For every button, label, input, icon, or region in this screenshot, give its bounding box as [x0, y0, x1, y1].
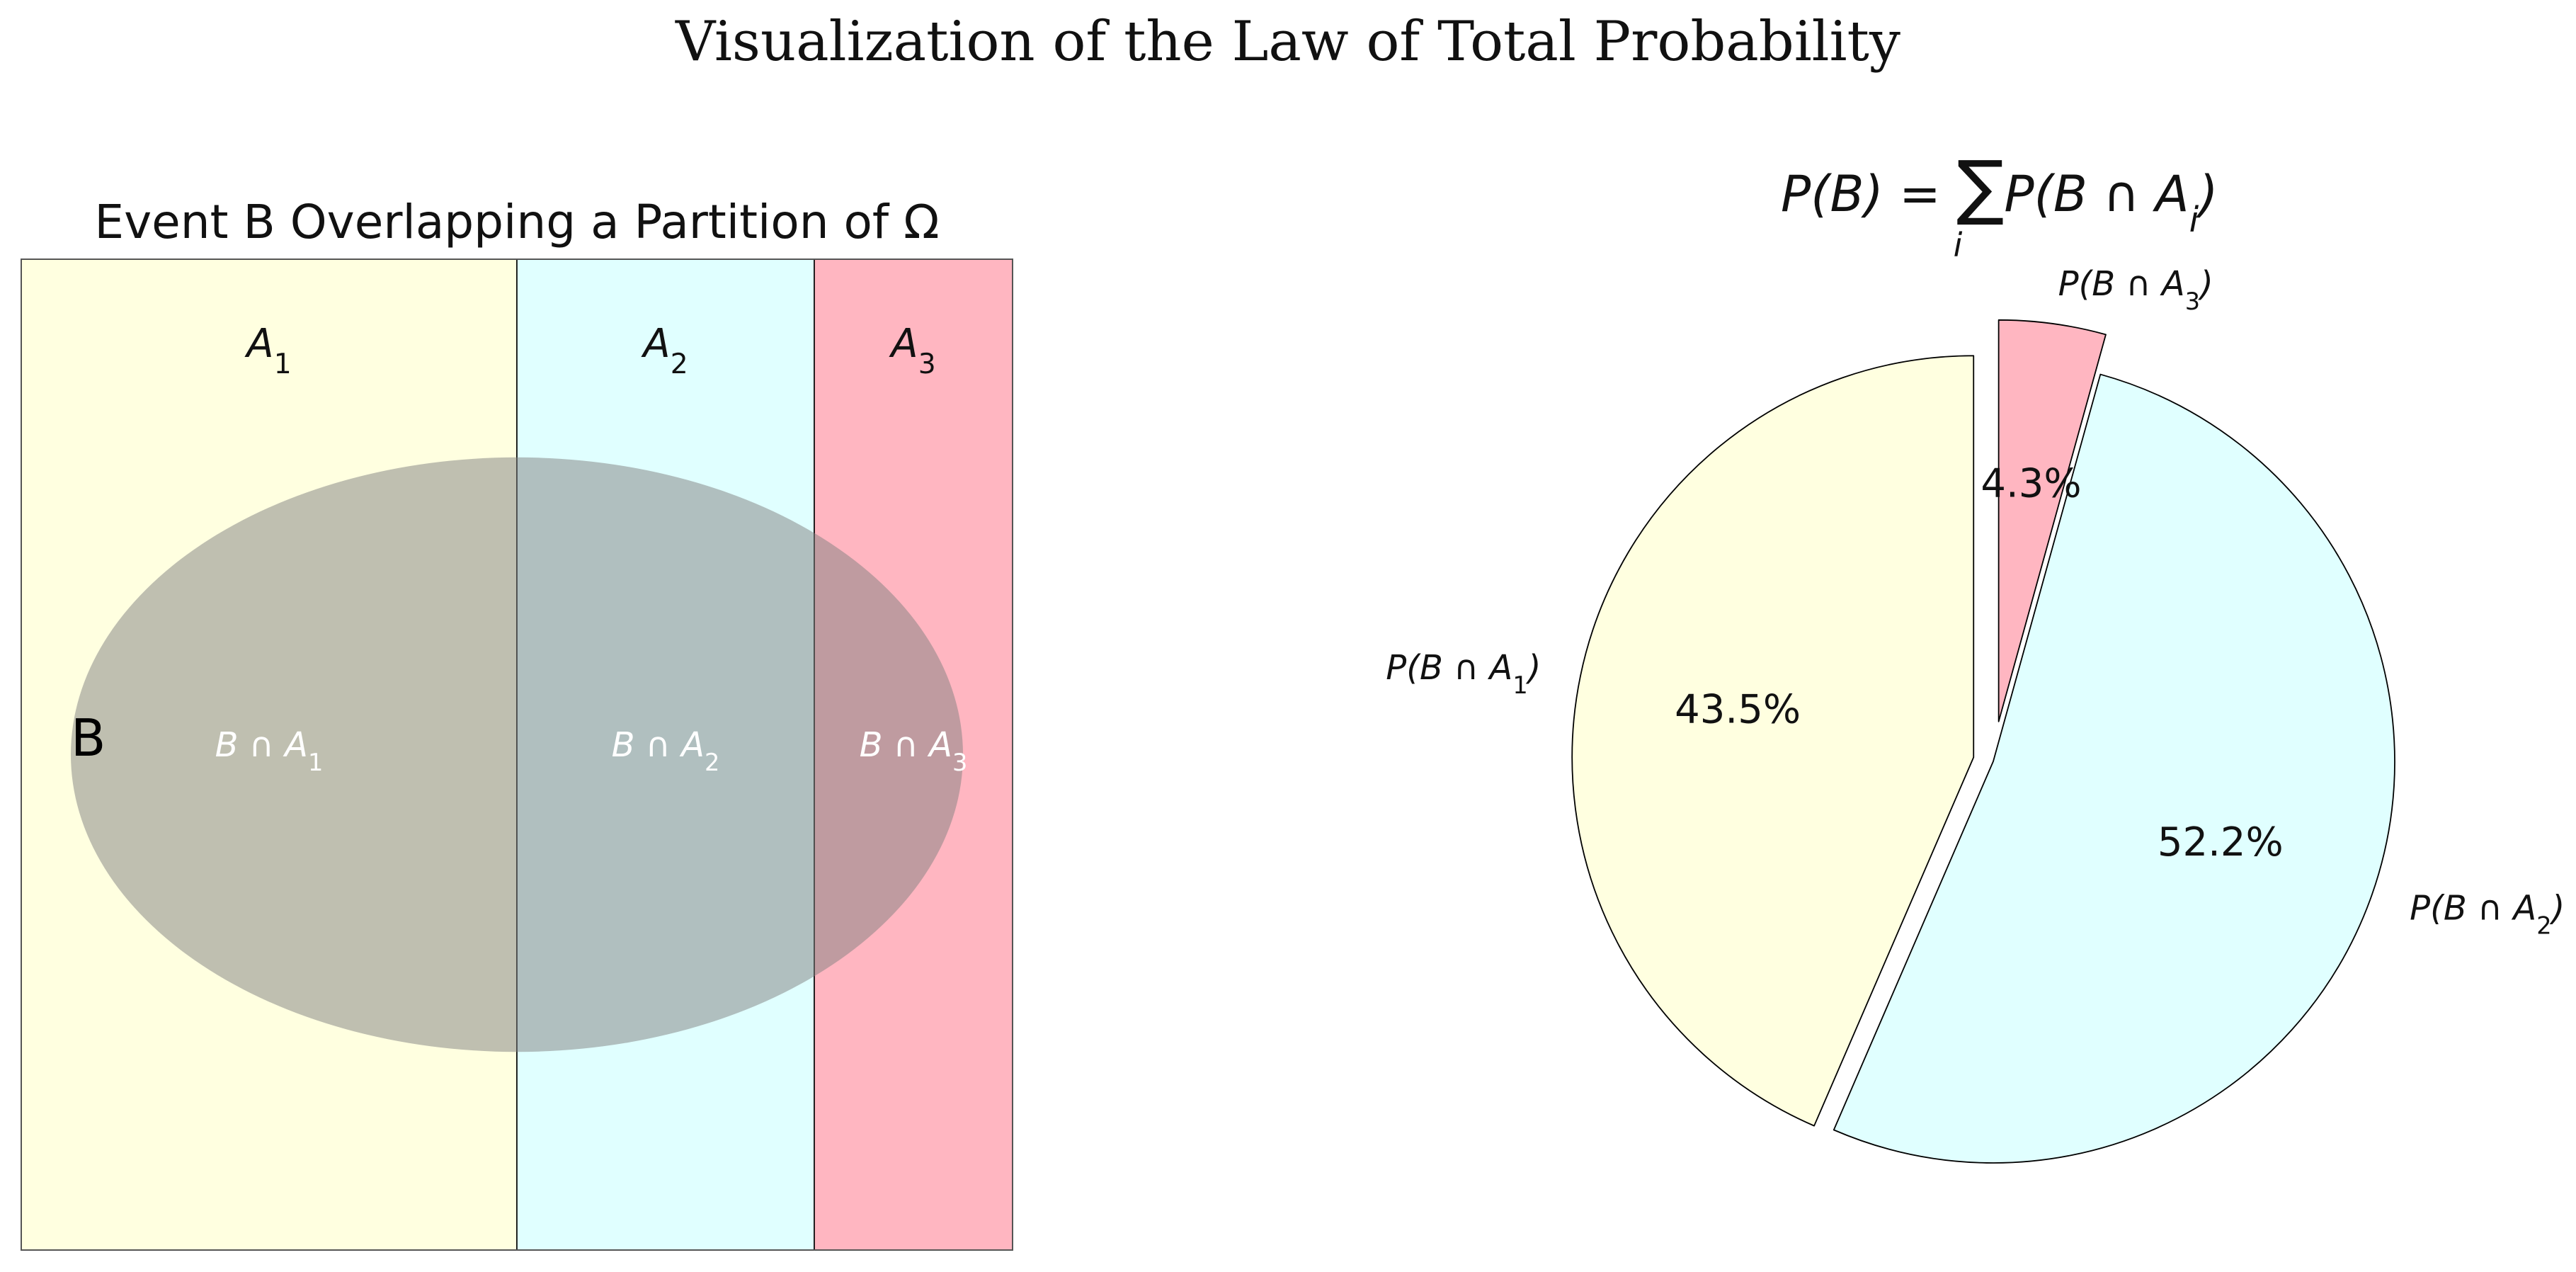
- pie-label-1: P(B ∩ A1): [1386, 648, 1541, 699]
- pie-title-formula: P(B) = ∑P(B ∩ Ai): [1781, 145, 2218, 240]
- pie-pct-label-2: 52.2%: [2158, 819, 2284, 865]
- pie-slice-2: [1833, 373, 2395, 1164]
- partition-label-a3: A3: [889, 321, 935, 380]
- partition-label-a1: A1: [244, 321, 291, 380]
- partition-diagram: Event B Overlapping a Partition of Ω A1 A2…: [21, 195, 1013, 1251]
- diagram-frame: [21, 259, 1013, 1251]
- event-b-ellipse: [71, 457, 963, 1052]
- intersection-label-a1: B ∩ A1: [215, 725, 324, 776]
- partition-label-a2: A2: [641, 321, 688, 380]
- pie-chart: 43.5% P(B ∩ A1) 52.2% P(B ∩ A2) 4.3% P(B ∩ A3…: [1386, 145, 2565, 1164]
- event-b-label: B: [71, 708, 106, 768]
- pie-pct-label-3: 4.3%: [1981, 461, 2081, 507]
- pie-slice-3: [1997, 319, 2107, 722]
- left-panel-title: Event B Overlapping a Partition of Ω: [94, 195, 939, 249]
- pie-label-2: P(B ∩ A2): [2410, 889, 2565, 940]
- pie-label-3: P(B ∩ A3): [2058, 264, 2213, 315]
- intersection-label-a3: B ∩ A3: [860, 725, 968, 776]
- figure-title: Visualization of the Law of Total Probab…: [676, 10, 1900, 74]
- pie-title-sum-index: i: [1954, 226, 1963, 264]
- intersection-label-a2: B ∩ A2: [612, 725, 720, 776]
- pie-slice-1: [1571, 355, 1975, 1127]
- pie-pct-label-1: 43.5%: [1675, 686, 1801, 732]
